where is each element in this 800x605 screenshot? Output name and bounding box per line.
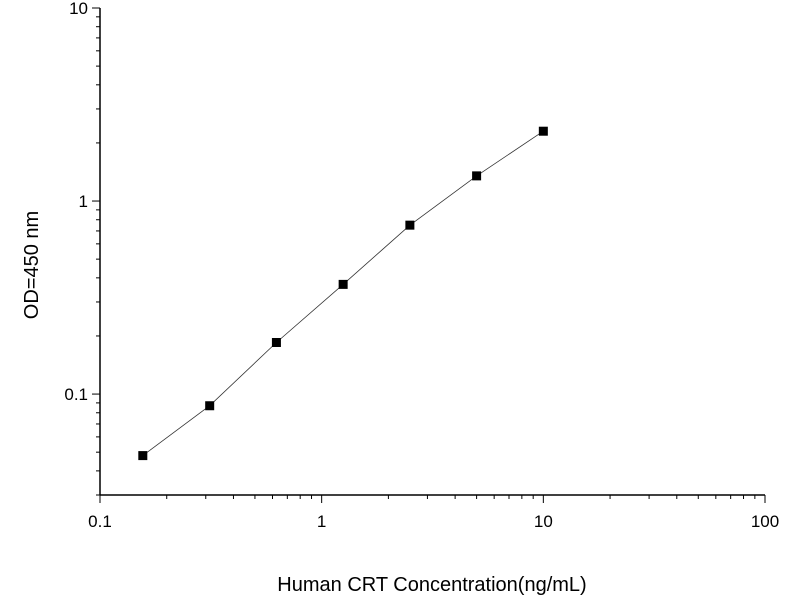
x-tick-label: 1 bbox=[317, 512, 326, 531]
x-tick-label: 10 bbox=[534, 512, 553, 531]
y-axis-title: OD=450 nm bbox=[21, 211, 43, 319]
x-tick-label: 0.1 bbox=[88, 512, 112, 531]
y-tick-label: 10 bbox=[69, 0, 88, 18]
ticks: 0.1 1 10 100 0.1 1 10 bbox=[64, 0, 779, 531]
axes bbox=[99, 8, 765, 496]
x-tick-label: 100 bbox=[751, 512, 779, 531]
y-tick-label: 1 bbox=[79, 192, 88, 211]
fit-curve bbox=[142, 130, 544, 456]
data-point bbox=[138, 451, 148, 461]
data-point bbox=[405, 220, 415, 230]
data-point bbox=[205, 401, 215, 411]
data-point bbox=[271, 337, 281, 347]
data-point bbox=[338, 279, 348, 289]
y-tick-label: 0.1 bbox=[64, 385, 88, 404]
data-point bbox=[538, 126, 548, 136]
x-axis-title: Human CRT Concentration(ng/mL) bbox=[277, 574, 586, 596]
series bbox=[138, 126, 548, 461]
data-point bbox=[472, 171, 482, 181]
